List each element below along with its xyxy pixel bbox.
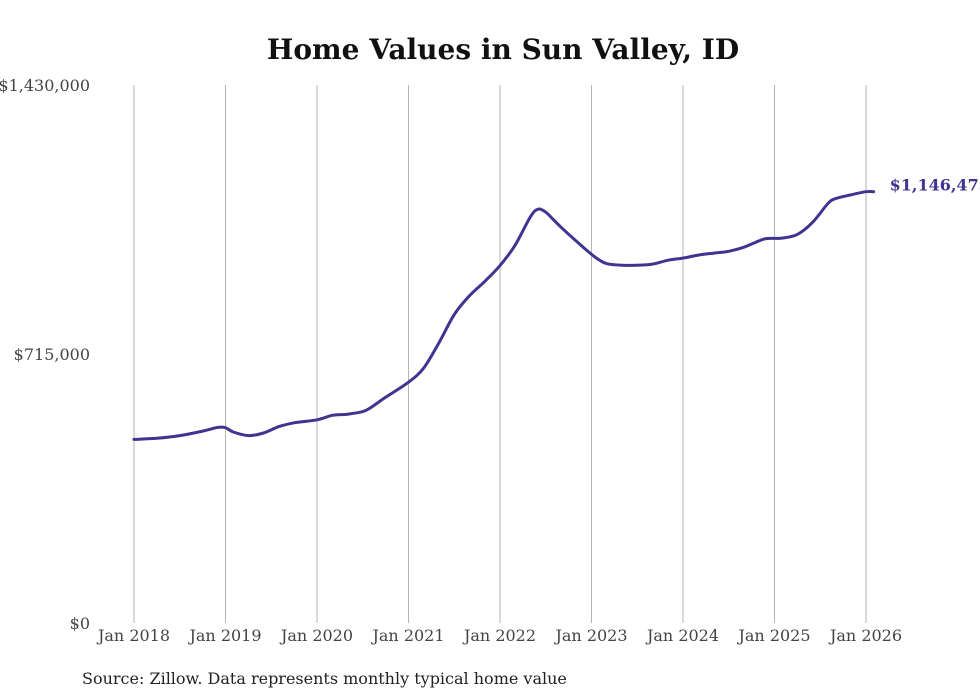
x-tick-label: Jan 2023: [553, 626, 627, 645]
y-axis-tick-labels: $0 $715,000 $1,430,000: [0, 76, 90, 633]
y-tick-label: $1,430,000: [0, 76, 90, 95]
home-value-series-line: [132, 189, 876, 441]
source-note: Source: Zillow. Data represents monthly …: [82, 669, 567, 688]
x-tick-label: Jan 2018: [96, 626, 170, 645]
y-tick-label: $715,000: [14, 345, 90, 364]
chart-title: Home Values in Sun Valley, ID: [267, 33, 739, 66]
vertical-gridlines: [133, 85, 867, 623]
x-tick-label: Jan 2020: [279, 626, 353, 645]
x-tick-label: Jan 2025: [736, 626, 810, 645]
latest-value-label: $1,146,473: [890, 176, 980, 195]
x-tick-label: Jan 2026: [828, 626, 902, 645]
x-tick-label: Jan 2022: [462, 626, 536, 645]
y-tick-label: $0: [70, 614, 90, 633]
x-tick-label: Jan 2024: [645, 626, 719, 645]
x-tick-label: Jan 2021: [370, 626, 444, 645]
x-axis-tick-labels: Jan 2018 Jan 2019 Jan 2020 Jan 2021 Jan 2022…: [96, 626, 902, 645]
x-tick-label: Jan 2019: [187, 626, 261, 645]
